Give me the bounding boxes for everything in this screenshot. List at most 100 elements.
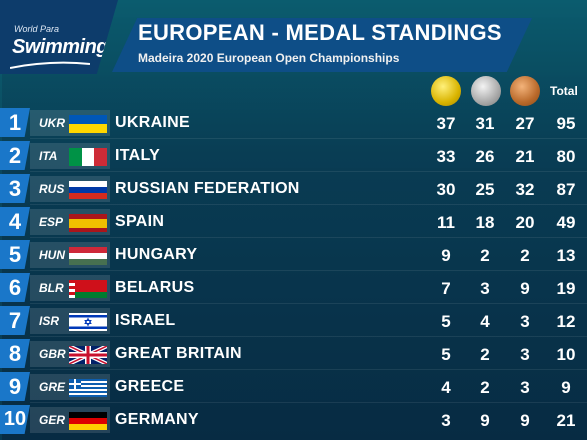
silver-count: 18 [475, 213, 495, 232]
silver-count: 3 [480, 279, 490, 298]
country-name: ISRAEL [115, 312, 176, 329]
country-code: GER [39, 413, 66, 427]
row-divider [30, 336, 587, 337]
table-row: 10 GER GERMANY 3 9 9 21 [0, 405, 587, 436]
total-count: 12 [556, 312, 576, 331]
rank-badge: 10 [0, 405, 30, 434]
gold-medal-icon [431, 76, 461, 106]
gold-count: 33 [436, 147, 456, 166]
bronze-medal-icon [510, 76, 540, 106]
country-name: ITALY [115, 147, 161, 164]
country-name: GREECE [115, 378, 185, 395]
row-divider [30, 270, 587, 271]
spain-flag-icon [69, 214, 107, 232]
table-row: 7 ISR ISRAEL 5 4 3 12 [0, 306, 587, 337]
silver-count: 9 [480, 411, 490, 430]
table-row: 8 GBR GREAT BRITAIN 5 2 3 10 [0, 339, 587, 370]
country-code: HUN [39, 248, 65, 262]
total-count: 95 [556, 114, 576, 133]
total-count: 19 [556, 279, 576, 298]
bronze-count: 2 [520, 246, 530, 265]
rank-badge: 9 [0, 372, 30, 401]
total-column-header: Total [550, 84, 578, 98]
silver-medal-icon [471, 76, 501, 106]
rank-badge: 6 [0, 273, 30, 302]
row-divider [30, 138, 587, 139]
table-row: 4 ESP SPAIN 11 18 20 49 [0, 207, 587, 238]
country-name: RUSSIAN FEDERATION [115, 180, 300, 197]
russia-flag-icon [69, 181, 107, 199]
logo-small-text: World Para [14, 24, 60, 34]
israel-flag-icon [69, 313, 107, 331]
page-title: EUROPEAN - MEDAL STANDINGS [138, 20, 502, 45]
country-name: SPAIN [115, 213, 165, 230]
italy-flag-icon [69, 148, 107, 166]
rank-badge: 1 [0, 108, 30, 137]
country-code: ISR [39, 314, 60, 328]
gold-count: 11 [437, 213, 455, 232]
gold-count: 7 [441, 279, 451, 298]
country-name: GREAT BRITAIN [115, 345, 242, 362]
bronze-count: 3 [520, 378, 530, 397]
rank-badge: 2 [0, 141, 30, 170]
table-row: 6 BLR BELARUS 7 3 9 19 [0, 273, 587, 304]
silver-count: 31 [475, 114, 495, 133]
country-name: GERMANY [115, 411, 199, 428]
silver-count: 25 [475, 180, 495, 199]
logo-big-text: Swimming [12, 36, 109, 58]
row-divider [30, 402, 587, 403]
silver-count: 4 [480, 312, 490, 331]
country-name: BELARUS [115, 279, 195, 296]
country-code: BLR [39, 281, 64, 295]
gold-count: 9 [441, 246, 451, 265]
bronze-count: 3 [520, 345, 530, 364]
title-bar [112, 18, 532, 72]
country-code: ITA [39, 149, 58, 163]
silver-count: 2 [480, 378, 490, 397]
country-name: HUNGARY [115, 246, 198, 263]
table-row: 5 HUN HUNGARY 9 2 2 13 [0, 240, 587, 271]
gold-count: 30 [436, 180, 456, 199]
row-divider [30, 369, 587, 370]
rank-badge: 5 [0, 240, 30, 269]
rank-badge: 8 [0, 339, 30, 368]
rank-badge: 4 [0, 207, 30, 236]
rank-badge: 7 [0, 306, 30, 335]
total-count: 13 [556, 246, 576, 265]
silver-count: 2 [480, 345, 490, 364]
country-code: ESP [39, 215, 64, 229]
bronze-count: 20 [515, 213, 535, 232]
silver-count: 26 [475, 147, 495, 166]
great-britain-flag-icon [69, 346, 107, 364]
bronze-count: 9 [520, 411, 530, 430]
row-divider [30, 204, 587, 205]
table-row: 1 UKR UKRAINE 37 31 27 95 [0, 108, 587, 139]
country-code: GRE [39, 380, 66, 394]
germany-flag-icon [69, 412, 107, 430]
table-row: 3 RUS RUSSIAN FEDERATION 30 25 32 87 [0, 174, 587, 205]
total-count: 87 [556, 180, 576, 199]
gold-count: 5 [441, 345, 451, 364]
row-divider [30, 171, 587, 172]
total-count: 80 [556, 147, 576, 166]
country-code: GBR [39, 347, 66, 361]
row-divider [30, 237, 587, 238]
total-count: 21 [556, 411, 576, 430]
table-row: 9 GRE GREECE 4 2 3 9 [0, 372, 587, 403]
total-count: 10 [556, 345, 576, 364]
ukraine-flag-icon [69, 115, 107, 133]
gold-count: 3 [441, 411, 451, 430]
belarus-flag-icon [69, 280, 107, 298]
bronze-count: 32 [515, 180, 535, 199]
bronze-count: 3 [520, 312, 530, 331]
bronze-count: 9 [520, 279, 530, 298]
world-para-swimming-logo: World Para Swimming [0, 0, 118, 74]
greece-flag-icon [69, 379, 107, 397]
table-row: 2 ITA ITALY 33 26 21 80 [0, 141, 587, 172]
swoosh-icon [10, 61, 90, 69]
page-subtitle: Madeira 2020 European Open Championships [138, 51, 400, 65]
gold-count: 5 [441, 312, 451, 331]
bronze-count: 27 [515, 114, 535, 133]
total-count: 9 [561, 378, 571, 397]
gold-count: 37 [436, 114, 456, 133]
